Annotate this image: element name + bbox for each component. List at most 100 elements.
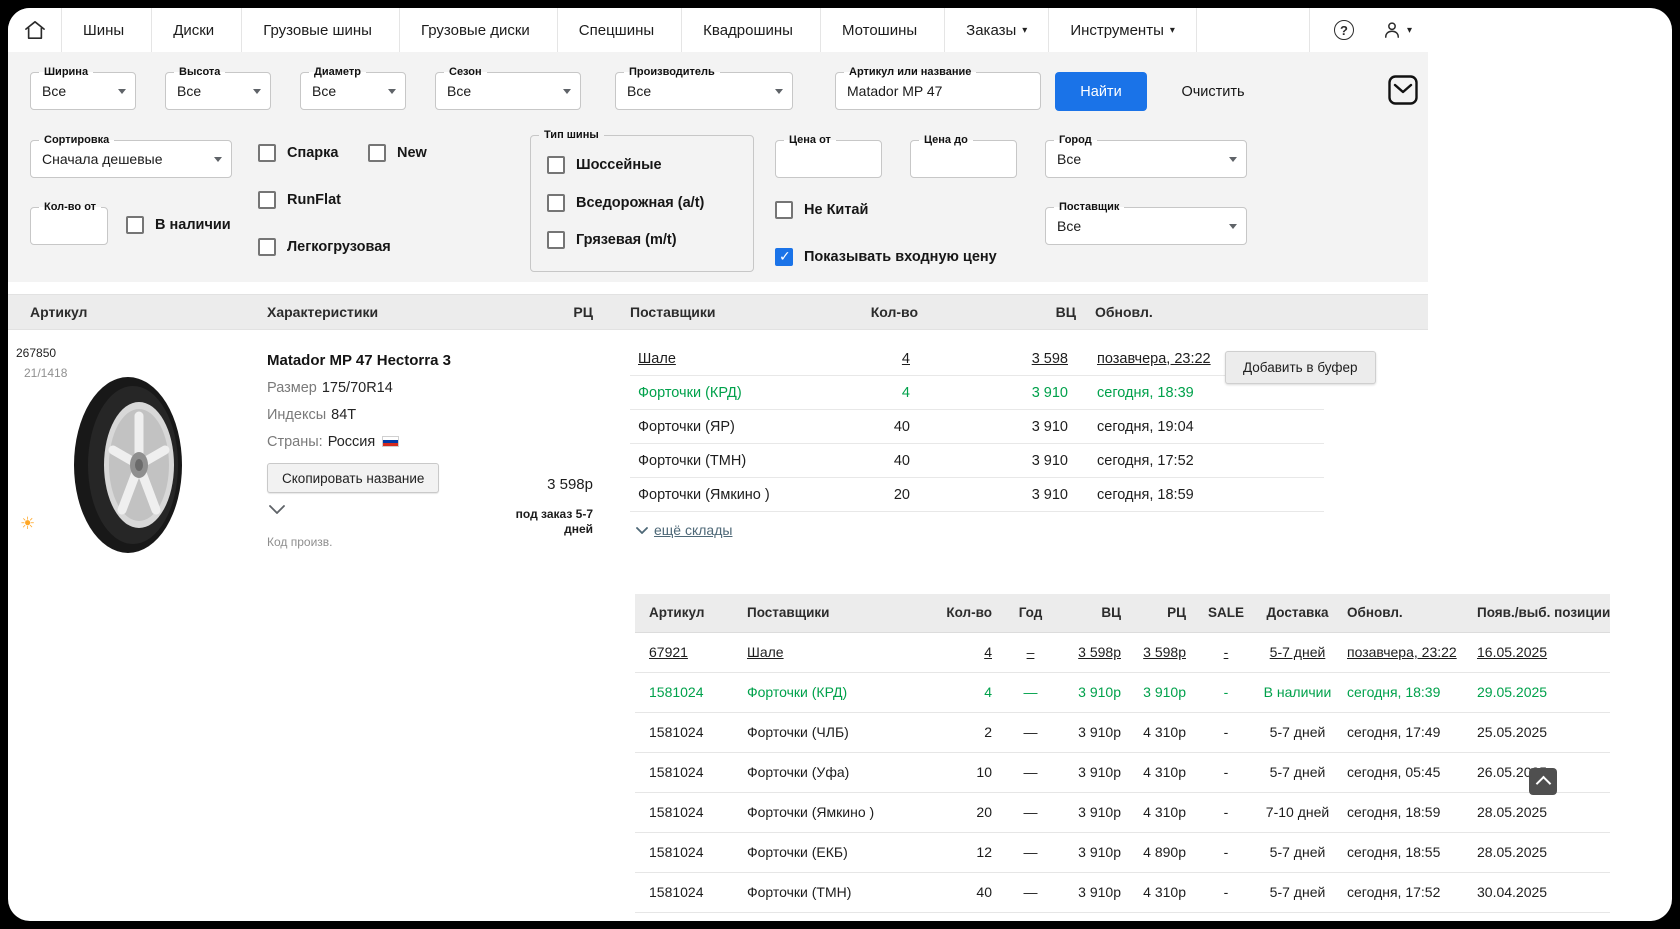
find-button[interactable]: Найти [1055,72,1147,111]
sort-select[interactable]: Сортировка Сначала дешевые [30,140,232,178]
detail-supplier-link[interactable]: Шале [747,644,784,660]
delivery-note: под заказ 5-7 дней [499,507,593,537]
supplier-price-link[interactable]: 3 910 [910,385,1068,401]
supplier-qty-link[interactable]: 4 [870,351,910,367]
detail-supplier-link[interactable]: Форточки (Ямкино ) [747,804,874,820]
checkbox-checked-icon [775,248,793,266]
nav-tab-label: Диски [173,22,214,39]
detail-articul[interactable]: 1581024 [649,724,704,740]
filter-panel: Ширина Все Высота Все Диаметр Все Сезон … [8,52,1428,282]
detail-row: 1581024 Форточки (ТМН) 40 — 3 910р 4 310… [635,872,1610,912]
user-menu-button[interactable]: ▾ [1382,20,1412,40]
clear-button[interactable]: Очистить [1165,72,1261,111]
width-select[interactable]: Ширина Все [30,72,136,110]
not-china-checkbox[interactable]: Не Китай [775,201,868,219]
expand-details-button[interactable] [269,501,287,519]
detail-qty: 4 [984,684,992,700]
checkbox-icon [258,144,276,162]
home-button[interactable] [8,8,62,52]
detail-supplier-link[interactable]: Форточки (ЧЛБ) [747,724,849,740]
height-select[interactable]: Высота Все [165,72,271,110]
allterrain-tires-checkbox[interactable]: Вседорожная (a/t) [547,194,704,212]
manufacturer-select[interactable]: Производитель Все [615,72,793,110]
scroll-to-top-button[interactable] [1529,768,1557,795]
detail-supplier-link[interactable]: Форточки (Уфа) [747,764,849,780]
supplier-name-link[interactable]: Форточки (ТМН) [630,453,870,469]
detail-year: — [1024,884,1038,900]
detail-col-rc: РЦ [1127,594,1192,632]
country-value: Россия [328,434,376,450]
detail-articul[interactable]: 67921 [649,644,688,660]
detail-articul[interactable]: 1581024 [649,684,704,700]
detail-qty: 40 [976,884,992,900]
in-stock-checkbox[interactable]: В наличии [126,216,231,234]
add-to-buffer-button[interactable]: Добавить в буфер [1225,351,1376,384]
nav-tab[interactable]: Инструменты▾ [1049,8,1197,52]
road-tires-checkbox[interactable]: Шоссейные [547,156,662,174]
detail-articul[interactable]: 1581024 [649,844,704,860]
envelope-button[interactable] [1388,75,1418,108]
detail-updated: сегодня, 18:59 [1347,804,1440,820]
sparka-checkbox[interactable]: Спарка [258,144,338,162]
detail-delivery: 5-7 дней [1270,724,1326,740]
supplier-price-link[interactable]: 3 910 [910,419,1068,435]
nav-tab[interactable]: Квадрошины [682,8,821,52]
chevron-down-icon [636,527,648,534]
supplier-select[interactable]: Поставщик Все [1045,207,1247,245]
supplier-price-link[interactable]: 3 910 [910,453,1068,469]
nav-tab[interactable]: Грузовые шины [242,8,400,52]
detail-articul[interactable]: 1581024 [649,804,704,820]
detail-rc-price: 4 310р [1143,884,1186,900]
tire-image [70,374,194,556]
supplier-name-link[interactable]: Форточки (КРД) [630,385,870,401]
detail-delivery: 5-7 дней [1270,884,1326,900]
diameter-select[interactable]: Диаметр Все [300,72,406,110]
new-checkbox[interactable]: New [368,144,427,162]
detail-articul[interactable]: 1581024 [649,764,704,780]
supplier-price-link[interactable]: 3 598 [910,351,1068,367]
runflat-checkbox[interactable]: RunFlat [258,191,341,209]
nav-tab[interactable]: Шины [62,8,152,52]
nav-tab[interactable]: Диски [152,8,242,52]
tire-type-group: Тип шины Шоссейные Вседорожная (a/t) Гря… [530,135,754,272]
nav-tab[interactable]: Заказы▾ [945,8,1049,52]
russia-flag-icon [382,436,399,447]
supplier-name-link[interactable]: Шале [630,351,870,367]
supplier-qty-link[interactable]: 40 [870,453,910,469]
detail-row: 1581024 Форточки (Уфа) 10 — 3 910р 4 310… [635,752,1610,792]
checkbox-icon [258,191,276,209]
sort-label: Сортировка [39,134,114,147]
help-button[interactable]: ? [1334,20,1354,40]
detail-articul[interactable]: 1581024 [649,884,704,900]
more-warehouses-link[interactable]: ещё склады [636,522,732,538]
detail-supplier-link[interactable]: Форточки (КРД) [747,684,847,700]
checkbox-icon [258,238,276,256]
mud-tires-checkbox[interactable]: Грязевая (m/t) [547,231,677,249]
detail-col-vc: ВЦ [1063,594,1127,632]
supplier-qty-link[interactable]: 20 [870,487,910,503]
supplier-name-link[interactable]: Форточки (Ямкино ) [630,487,870,503]
detail-col-articul: Артикул [635,594,735,632]
show-input-price-checkbox[interactable]: Показывать входную цену [775,248,997,266]
copy-name-button[interactable]: Скопировать название [267,463,439,493]
detail-sale: - [1224,844,1229,860]
product-row: 267850 21/1418 ☀ Matador MP 47 Hectorra … [8,330,1672,594]
supplier-qty-link[interactable]: 40 [870,419,910,435]
summer-season-icon: ☀ [20,514,35,534]
city-select[interactable]: Город Все [1045,140,1247,178]
light-truck-checkbox[interactable]: Легкогрузовая [258,238,391,256]
detail-delivery: 5-7 дней [1270,844,1326,860]
supplier-qty-link[interactable]: 4 [870,385,910,401]
supplier-name-link[interactable]: Форточки (ЯР) [630,419,870,435]
chevron-down-icon: ▾ [1170,25,1175,36]
envelope-icon [1388,75,1418,105]
detail-supplier-link[interactable]: Форточки (ТМН) [747,884,851,900]
producer-code-label: Код произв. [267,535,517,549]
supplier-price-link[interactable]: 3 910 [910,487,1068,503]
season-select[interactable]: Сезон Все [435,72,581,110]
nav-tab[interactable]: Грузовые диски [400,8,558,52]
detail-supplier-link[interactable]: Форточки (ЕКБ) [747,844,848,860]
help-icon: ? [1340,23,1348,38]
nav-tab[interactable]: Спецшины [558,8,682,52]
nav-tab[interactable]: Мотошины [821,8,945,52]
